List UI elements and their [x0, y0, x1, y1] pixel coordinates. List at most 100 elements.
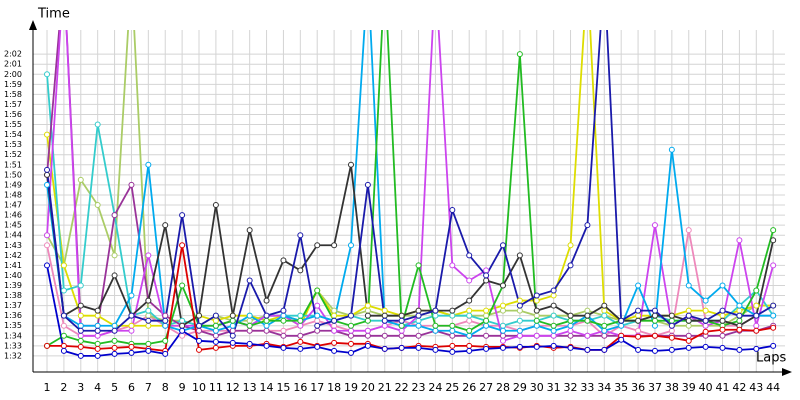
- y-tick-label: 1:48: [4, 190, 22, 199]
- point: [550, 287, 557, 294]
- point: [499, 332, 506, 339]
- x-tick-label: 21: [378, 381, 392, 394]
- point: [263, 317, 270, 324]
- point: [651, 347, 658, 354]
- x-tick-label: 33: [580, 381, 594, 394]
- point: [314, 327, 321, 334]
- point: [77, 302, 84, 309]
- point: [179, 282, 186, 289]
- point: [702, 307, 709, 314]
- x-tick-label: 4: [94, 381, 101, 394]
- point: [516, 252, 523, 259]
- point: [719, 344, 726, 351]
- x-tick-label: 2: [60, 381, 67, 394]
- point: [753, 327, 760, 334]
- point: [128, 312, 135, 319]
- x-tick-label: 18: [327, 381, 341, 394]
- x-tick-label: 3: [77, 381, 84, 394]
- point: [246, 340, 253, 347]
- x-tick-label: 38: [665, 381, 679, 394]
- point: [736, 237, 743, 244]
- point: [398, 327, 405, 334]
- point: [618, 317, 625, 324]
- point: [449, 312, 456, 319]
- point: [584, 346, 591, 353]
- point: [483, 272, 490, 279]
- point: [229, 327, 236, 334]
- point: [280, 307, 287, 314]
- point: [753, 287, 760, 294]
- point: [550, 332, 557, 339]
- point: [702, 322, 709, 329]
- point: [128, 292, 135, 299]
- point: [196, 346, 203, 353]
- point: [364, 312, 371, 319]
- y-tick-label: 1:38: [4, 291, 22, 300]
- x-tick-label: 20: [361, 381, 375, 394]
- plot-area: [44, 30, 777, 359]
- point: [550, 342, 557, 349]
- point: [212, 338, 219, 345]
- point: [263, 327, 270, 334]
- y-tick-label: 1:37: [4, 301, 22, 310]
- point: [483, 317, 490, 324]
- y-tick-label: 1:56: [4, 110, 22, 119]
- point: [77, 332, 84, 339]
- point: [77, 343, 84, 350]
- point: [466, 312, 473, 319]
- x-tick-label: 6: [128, 381, 135, 394]
- point: [246, 327, 253, 334]
- x-tick-label: 27: [479, 381, 493, 394]
- x-tick-label: 22: [395, 381, 409, 394]
- point: [567, 262, 574, 269]
- point: [314, 317, 321, 324]
- point: [449, 327, 456, 334]
- x-tick-label: 37: [648, 381, 662, 394]
- point: [550, 292, 557, 299]
- x-tick-label: 10: [192, 381, 206, 394]
- point: [601, 302, 608, 309]
- point: [364, 181, 371, 188]
- point: [212, 202, 219, 209]
- point: [567, 332, 574, 339]
- y-tick-label: 1:36: [4, 311, 22, 320]
- point: [364, 327, 371, 334]
- point: [44, 131, 51, 138]
- point: [179, 212, 186, 219]
- point: [601, 332, 608, 339]
- y-tick-label: 1:42: [4, 251, 22, 260]
- point: [94, 327, 101, 334]
- point: [77, 282, 84, 289]
- point: [381, 345, 388, 352]
- point: [466, 327, 473, 334]
- point: [516, 317, 523, 324]
- point: [212, 327, 219, 334]
- x-tick-label: 28: [496, 381, 510, 394]
- point: [415, 307, 422, 314]
- y-tick-label: 1:53: [4, 140, 22, 149]
- point: [398, 312, 405, 319]
- point: [145, 347, 152, 354]
- x-tick-label: 13: [243, 381, 257, 394]
- point: [280, 312, 287, 319]
- point: [60, 342, 67, 349]
- point: [145, 307, 152, 314]
- point: [736, 307, 743, 314]
- y-tick-label: 1:41: [4, 261, 22, 270]
- point: [77, 337, 84, 344]
- point: [736, 302, 743, 309]
- point: [550, 312, 557, 319]
- y-tick-label: 1:43: [4, 241, 22, 250]
- point: [331, 322, 338, 329]
- point: [651, 322, 658, 329]
- point: [94, 332, 101, 339]
- series-line: [46, 30, 775, 342]
- x-tick-label: 9: [179, 381, 186, 394]
- point: [736, 312, 743, 319]
- point: [196, 322, 203, 329]
- x-tick-label: 19: [344, 381, 358, 394]
- point: [364, 307, 371, 314]
- x-tick-label: 1: [44, 381, 51, 394]
- point: [668, 317, 675, 324]
